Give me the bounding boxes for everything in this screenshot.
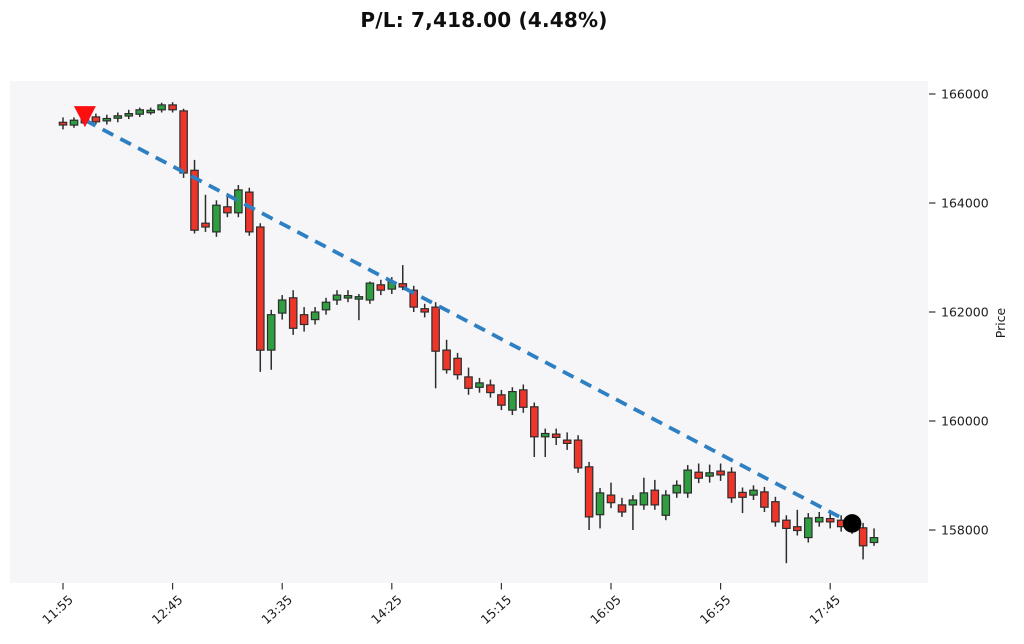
candle-body-down — [650, 489, 660, 506]
y-axis-label: Price — [993, 307, 1008, 338]
candle-body-down — [58, 121, 68, 126]
candle-body-down — [376, 284, 386, 291]
candle-body-up — [540, 432, 550, 438]
candle-body-up — [814, 516, 824, 523]
candle-body-up — [146, 109, 156, 114]
x-tick-label: 16:05 — [587, 592, 624, 627]
trendline-dashed — [84, 118, 854, 526]
exit-dot-icon — [842, 514, 862, 533]
candle-body-up — [628, 499, 638, 506]
candle-body-down — [782, 519, 791, 530]
candle-body-down — [409, 289, 419, 308]
candle-body-down — [584, 466, 594, 518]
x-tick-label: 13:35 — [258, 592, 295, 627]
candle-body-down — [201, 222, 210, 228]
candle-body-down — [606, 494, 616, 504]
candle-body-down — [858, 527, 868, 547]
candle-body-down — [716, 470, 725, 476]
candle-body-up — [475, 382, 484, 388]
candle-body-up — [332, 294, 342, 301]
candle-body-up — [212, 204, 221, 233]
candle-body-up — [639, 492, 649, 506]
y-tick-label: 166000 — [941, 87, 989, 102]
candle-body-down — [91, 116, 101, 123]
candle-body-up — [672, 484, 682, 494]
candle-body-down — [573, 439, 583, 469]
candle-body-down — [727, 471, 736, 499]
candle-body-down — [223, 206, 232, 214]
x-tick-label: 14:25 — [368, 592, 405, 627]
candle-body-down — [562, 439, 572, 445]
candle-body-down — [497, 394, 506, 406]
candle-body-up — [157, 104, 166, 111]
candle-body-up — [803, 517, 813, 539]
candle-body-down — [453, 357, 462, 376]
candle-body-down — [760, 491, 769, 508]
candle-body-up — [749, 489, 758, 496]
candle-body-down — [825, 517, 835, 523]
candle-body-down — [771, 501, 780, 523]
candle-body-down — [529, 406, 539, 438]
y-tick-label: 160000 — [941, 414, 989, 429]
candle-body-down — [486, 384, 495, 394]
candle-body-up — [661, 494, 671, 516]
y-tick-label: 158000 — [941, 523, 989, 538]
candle-body-down — [551, 433, 561, 439]
x-tick-label: 16:55 — [697, 592, 734, 627]
y-tick-label: 164000 — [941, 196, 989, 211]
candle-body-up — [343, 295, 353, 299]
candle-body-down — [518, 389, 528, 408]
x-tick-label: 11:55 — [39, 592, 76, 627]
x-tick-label: 12:45 — [149, 592, 186, 627]
candle-body-up — [102, 117, 112, 122]
candle-body-down — [442, 349, 451, 371]
y-tick-label: 162000 — [941, 305, 989, 320]
candle-body-down — [464, 376, 473, 389]
candle-body-down — [431, 306, 440, 352]
candle-body-up — [508, 391, 517, 411]
candle-body-up — [234, 189, 243, 214]
candle-body-up — [135, 109, 145, 115]
candle-body-down — [288, 297, 298, 329]
candle-body-down — [190, 169, 199, 231]
candle-body-down — [420, 308, 430, 313]
candle-body-down — [245, 191, 254, 233]
entry-triangle-down-icon — [73, 106, 96, 128]
candle-body-down — [398, 283, 408, 288]
candle-body-up — [266, 314, 276, 351]
candle-body-up — [683, 469, 693, 494]
candle-body-down — [617, 504, 627, 513]
candle-body-up — [310, 311, 320, 321]
candle-body-up — [354, 296, 364, 300]
candle-body-up — [365, 282, 375, 301]
candle-body-down — [738, 491, 747, 498]
chart-title: P/L: 7,418.00 (4.48%) — [360, 8, 608, 32]
candle-body-down — [168, 104, 177, 111]
x-tick-label: 17:45 — [806, 592, 843, 627]
x-tick-label: 15:15 — [478, 592, 515, 627]
candle-body-up — [277, 299, 287, 314]
candle-body-up — [124, 112, 134, 117]
candle-body-down — [299, 314, 309, 326]
candle-body-down — [256, 226, 265, 351]
candle-body-up — [69, 119, 79, 126]
candle-body-up — [321, 301, 331, 311]
candle-body-up — [705, 472, 714, 477]
candle-body-down — [694, 471, 704, 479]
candle-body-up — [113, 115, 123, 119]
plot-area — [10, 81, 928, 583]
candle-body-up — [869, 536, 879, 544]
candle-body-down — [179, 110, 188, 174]
candle-body-down — [792, 526, 802, 532]
candle-body-up — [595, 492, 605, 516]
